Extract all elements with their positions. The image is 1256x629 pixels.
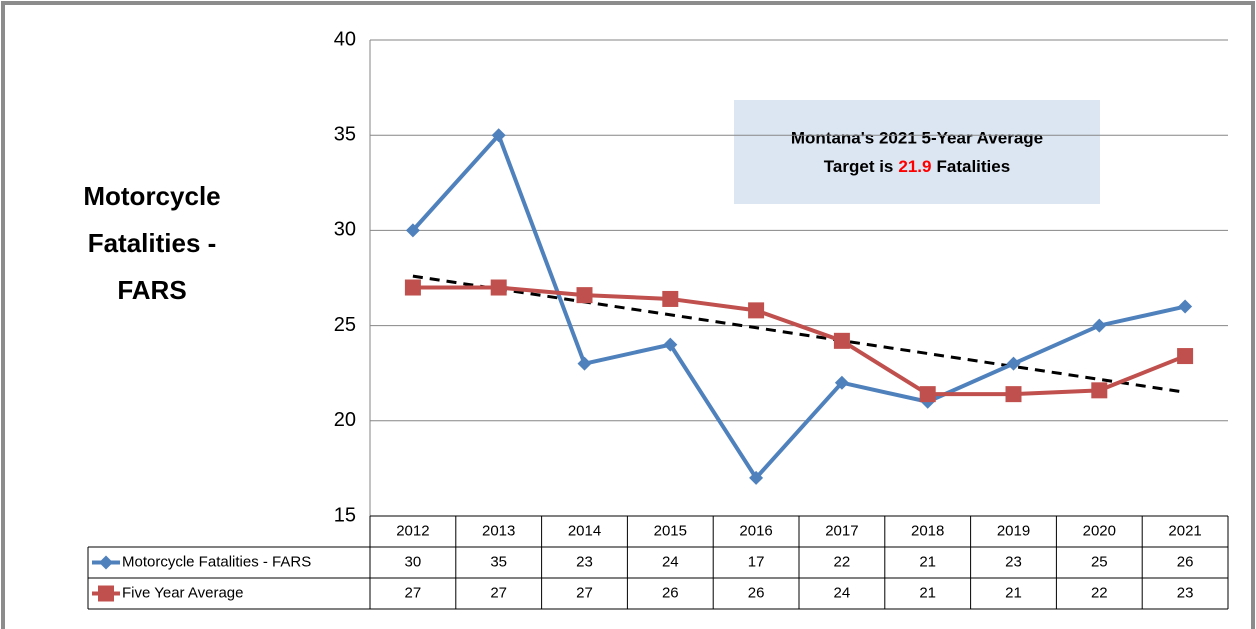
table-value: 27 — [405, 584, 422, 601]
x-tick-label: 2015 — [654, 522, 687, 539]
y-tick-label: 15 — [334, 504, 356, 526]
table-value: 26 — [1177, 553, 1194, 570]
y-axis-label: Fatalities - — [88, 228, 217, 258]
table-value: 26 — [662, 584, 679, 601]
marker — [1178, 299, 1193, 314]
y-axis-label: Motorcycle — [83, 181, 220, 211]
x-tick-label: 2017 — [825, 522, 858, 539]
x-tick-label: 2018 — [911, 522, 944, 539]
table-value: 30 — [405, 553, 422, 570]
table-value: 24 — [662, 553, 679, 570]
table-value: 23 — [1177, 584, 1194, 601]
x-tick-label: 2020 — [1083, 522, 1116, 539]
table-value: 26 — [748, 584, 765, 601]
table-value: 27 — [576, 584, 593, 601]
annotation-line2: Target is 21.9 Fatalities — [824, 157, 1010, 176]
marker — [490, 279, 507, 296]
marker — [405, 223, 420, 238]
marker — [662, 290, 679, 307]
table-value: 27 — [490, 584, 507, 601]
annotation-target: 21.9 — [898, 157, 931, 176]
marker — [99, 555, 113, 570]
y-tick-label: 35 — [334, 123, 356, 145]
x-tick-label: 2016 — [739, 522, 772, 539]
y-tick-label: 30 — [334, 219, 356, 241]
table-value: 23 — [576, 553, 593, 570]
marker — [1092, 318, 1107, 333]
annotation-box — [734, 100, 1100, 204]
marker — [833, 332, 850, 349]
marker — [576, 287, 593, 304]
table-value: 35 — [490, 553, 507, 570]
marker — [1091, 382, 1108, 399]
table-value: 22 — [834, 553, 851, 570]
table-value: 23 — [1005, 553, 1022, 570]
table-value: 17 — [748, 553, 765, 570]
y-tick-label: 20 — [334, 409, 356, 431]
series-line — [412, 285, 1186, 397]
marker — [404, 279, 421, 296]
legend-label: Five Year Average — [122, 584, 243, 601]
trendline — [412, 274, 1186, 394]
marker — [663, 337, 678, 352]
table-value: 25 — [1091, 553, 1108, 570]
marker — [919, 386, 936, 403]
marker — [748, 302, 765, 319]
y-tick-label: 40 — [334, 28, 356, 50]
y-tick-label: 25 — [334, 314, 356, 336]
table-value: 21 — [919, 553, 936, 570]
x-tick-label: 2013 — [482, 522, 515, 539]
table-value: 24 — [834, 584, 851, 601]
marker — [1005, 386, 1022, 403]
series-line — [411, 131, 1186, 482]
marker — [577, 356, 592, 371]
annotation-line1: Montana's 2021 5-Year Average — [791, 128, 1043, 147]
marker — [749, 470, 764, 485]
x-tick-label: 2019 — [997, 522, 1030, 539]
x-tick-label: 2012 — [396, 522, 429, 539]
marker — [1177, 348, 1194, 365]
x-tick-label: 2014 — [568, 522, 601, 539]
annotation-suffix: Fatalities — [936, 157, 1010, 176]
marker — [834, 375, 849, 390]
legend-label: Motorcycle Fatalities - FARS — [122, 553, 311, 570]
marker — [1006, 356, 1021, 371]
annotation-prefix: Target is — [824, 157, 894, 176]
marker — [491, 128, 506, 143]
table-value: 21 — [919, 584, 936, 601]
y-axis-label: FARS — [117, 275, 186, 305]
table-value: 22 — [1091, 584, 1108, 601]
x-tick-label: 2021 — [1168, 522, 1201, 539]
table-value: 21 — [1005, 584, 1022, 601]
marker — [98, 585, 114, 602]
